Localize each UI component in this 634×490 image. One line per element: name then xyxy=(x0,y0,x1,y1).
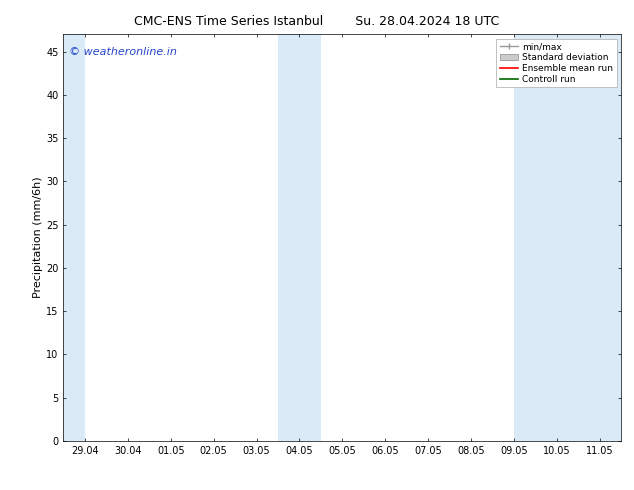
Legend: min/max, Standard deviation, Ensemble mean run, Controll run: min/max, Standard deviation, Ensemble me… xyxy=(496,39,617,87)
Bar xyxy=(278,34,299,441)
Text: CMC-ENS Time Series Istanbul        Su. 28.04.2024 18 UTC: CMC-ENS Time Series Istanbul Su. 28.04.2… xyxy=(134,15,500,28)
Bar xyxy=(299,34,321,441)
Bar xyxy=(514,34,621,441)
Text: © weatheronline.in: © weatheronline.in xyxy=(69,47,177,56)
Y-axis label: Precipitation (mm/6h): Precipitation (mm/6h) xyxy=(33,177,43,298)
Bar xyxy=(63,34,85,441)
